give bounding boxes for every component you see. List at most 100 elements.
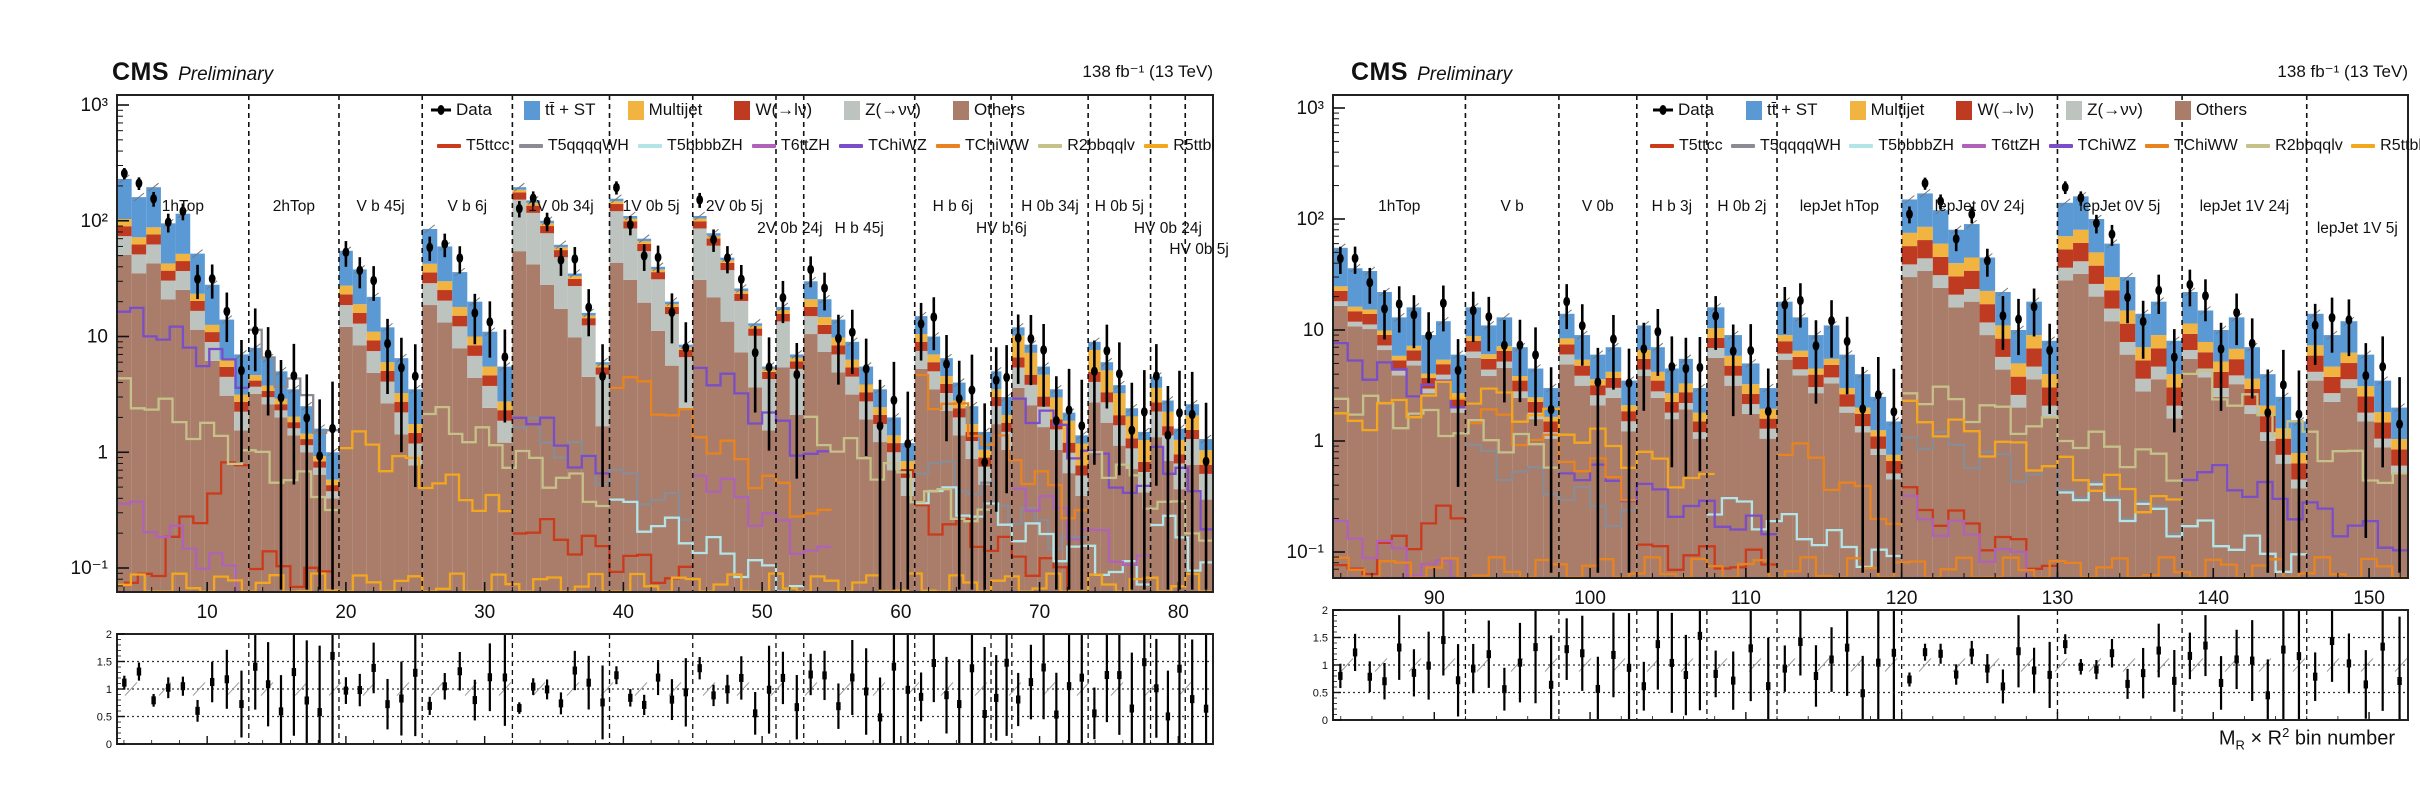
stack-segment — [467, 355, 483, 378]
swatch-z- — [2066, 100, 2083, 120]
ratio-uncertainty-hatch — [1816, 658, 1830, 672]
ratio-point — [1766, 682, 1771, 691]
mc-uncertainty-hatch — [1997, 287, 2009, 297]
region-label: H 0b 5j — [1095, 198, 1144, 215]
signal-line-T6ttZH — [692, 474, 832, 555]
stack-segment — [2088, 265, 2105, 284]
stack-segment — [1839, 394, 1855, 407]
lumi-label-right: 138 fb⁻¹ (13 TeV) — [2277, 62, 2408, 81]
stack-segment — [2041, 418, 2058, 578]
data-point — [992, 375, 1000, 386]
legend-item-multijet: Multijet — [1849, 100, 1924, 120]
stack-segment — [175, 271, 191, 290]
stack-segment — [1406, 365, 1422, 578]
ratio-point — [794, 703, 799, 712]
stack-segment — [1347, 326, 1363, 578]
legend-item-data: Data — [1652, 100, 1714, 120]
data-point — [876, 421, 884, 431]
ratio-point — [752, 709, 758, 718]
ratio-uncertainty-hatch — [532, 682, 546, 696]
stack-segment — [1963, 270, 1980, 290]
legend-label: Data — [1678, 100, 1714, 119]
data-point — [316, 451, 324, 461]
stack-segment — [2228, 384, 2245, 578]
swatch-multijet — [627, 100, 644, 120]
signal-swatch-r2bbqqlv — [1038, 144, 1063, 148]
stack-segment — [720, 270, 735, 322]
data-point — [1351, 253, 1359, 264]
stack-segment — [845, 376, 860, 395]
data-point — [779, 292, 787, 303]
ratio-point — [1104, 671, 1110, 680]
data-point — [1052, 415, 1060, 426]
mc-uncertainty-hatch — [555, 240, 567, 250]
ratio-point — [1471, 664, 1476, 673]
region-label: H b 6j — [933, 198, 974, 215]
x-tick-label: 120 — [1886, 588, 1918, 609]
legend-item-others: Others — [952, 100, 1025, 120]
x-tick-label: 50 — [752, 602, 773, 623]
data-point — [238, 365, 245, 376]
stack-segment — [567, 278, 582, 287]
legend-item-t5bbbbzh: T5bbbbZH — [638, 137, 743, 155]
stack-segment — [940, 410, 953, 592]
legend-item-t5qqqqwh: T5qqqqWH — [1730, 137, 1841, 155]
data-point — [2015, 314, 2022, 325]
ratio-uncertainty-hatch — [2122, 658, 2136, 672]
mc-uncertainty-hatch — [1499, 312, 1510, 322]
stack-segment — [595, 426, 610, 592]
stack-segment — [146, 263, 161, 592]
stack-segment — [512, 199, 527, 252]
data-point — [1999, 311, 2007, 321]
ratio-point — [2397, 677, 2402, 686]
ratio-point — [683, 688, 689, 697]
stack-segment — [2150, 379, 2167, 578]
signal-line-TChiWZ — [1150, 445, 1213, 531]
data-point — [1696, 362, 1704, 373]
ratio-y-tick-label: 2 — [1322, 605, 1328, 617]
data-point — [2186, 279, 2194, 290]
signal-line-R5ttbl — [339, 430, 513, 513]
stack-segment — [1391, 360, 1407, 371]
data-point — [668, 307, 676, 318]
ratio-uncertainty-hatch — [2258, 658, 2272, 672]
data-point — [1796, 295, 1804, 306]
ratio-point — [1713, 669, 1718, 678]
data-point — [1366, 277, 1374, 288]
stack-segment — [817, 351, 832, 592]
ratio-panel-left: 2 1.5 1 0.5 0 — [97, 629, 1214, 751]
ratio-point — [2016, 647, 2021, 656]
legend-label: T5bbbbZH — [1878, 137, 1954, 154]
stack-segment — [637, 251, 652, 303]
region-label: 1V 0b 34j — [528, 198, 594, 215]
stack-segment — [1917, 226, 1933, 241]
ratio-uncertainty-hatch — [2394, 658, 2408, 672]
stack-segment — [2228, 375, 2245, 385]
stack-segment — [1650, 371, 1665, 381]
stack-segment — [2340, 388, 2358, 578]
x-tick-label: 10 — [197, 602, 218, 623]
x-axis-title-sub: R — [2235, 737, 2245, 753]
data-point — [1381, 304, 1388, 314]
swatch-z- — [844, 100, 861, 120]
signal-line-T6ttZH — [117, 500, 249, 593]
stack-segment — [1650, 391, 1665, 398]
ratio-y-tick-label: 1.5 — [97, 657, 112, 669]
stack-segment — [817, 324, 832, 335]
ratio-uncertainty-hatch — [1578, 658, 1592, 672]
region-label: lepJet 1V 5j — [2317, 220, 2398, 237]
stack-segment — [204, 360, 220, 592]
ratio-point — [239, 700, 244, 709]
stack-segment — [422, 283, 438, 306]
ratio-point — [1054, 710, 1059, 719]
stack-segment — [338, 285, 353, 295]
ratio-y-tick-label: 0.5 — [1313, 688, 1328, 700]
region-label: V b 45j — [356, 198, 404, 215]
signal-swatch-t5bbbbzh — [1849, 144, 1874, 148]
ratio-point — [766, 685, 772, 694]
ratio-uncertainty-hatch — [1076, 682, 1090, 696]
data-point — [2108, 229, 2116, 240]
data-point — [1712, 311, 1720, 321]
stack-segment — [512, 189, 527, 193]
data-point — [890, 395, 898, 406]
